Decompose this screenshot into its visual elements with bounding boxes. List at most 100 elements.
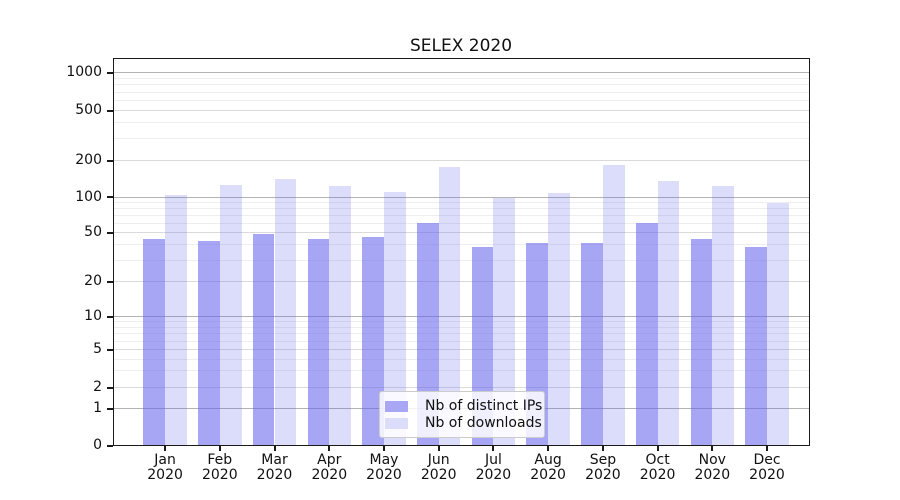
- x-tick-jun: [437, 446, 440, 451]
- gridline-y-600: [114, 100, 809, 102]
- gridline-y-3: [114, 370, 809, 372]
- x-tick-label-oct: Oct 2020: [639, 452, 676, 483]
- y-tick-0: [107, 444, 113, 447]
- gridline-y-500: [114, 110, 809, 112]
- bar-distinct-ips-may: [362, 236, 384, 445]
- bar-downloads-jun: [438, 166, 461, 445]
- gridline-y-7: [114, 333, 809, 335]
- y-tick-label-200: 200: [75, 152, 102, 168]
- legend: Nb of distinct IPs Nb of downloads: [379, 391, 545, 438]
- y-tick-label-5: 5: [93, 341, 102, 358]
- gridline-y-10: [114, 316, 809, 317]
- gridline-y-8: [114, 326, 809, 328]
- bar-downloads-mar: [274, 178, 297, 445]
- y-tick-20: [107, 280, 113, 283]
- bar-distinct-ips-mar: [252, 234, 275, 445]
- gridline-y-2: [114, 387, 809, 389]
- bar-distinct-ips-apr: [307, 238, 330, 445]
- x-tick-label-feb: Feb 2020: [201, 452, 238, 483]
- x-tick-sep: [601, 446, 604, 451]
- x-tick-label-jul: Jul 2020: [475, 452, 512, 483]
- plot-border-right: [809, 58, 810, 446]
- x-tick-label-jun: Jun 2020: [420, 452, 457, 483]
- y-tick-5: [107, 348, 113, 351]
- y-tick-1000: [107, 71, 113, 74]
- gridline-y-4: [114, 358, 809, 360]
- plot-border-left: [113, 58, 114, 446]
- x-tick-label-may: May 2020: [366, 452, 402, 483]
- gridline-y-9: [114, 321, 809, 322]
- gridline-y-80: [114, 208, 809, 210]
- y-tick-100: [107, 196, 113, 199]
- x-tick-label-dec: Dec 2020: [749, 452, 785, 483]
- y-tick-label-500: 500: [75, 102, 102, 119]
- bar-distinct-ips-sep: [581, 242, 603, 445]
- gridline-y-6: [114, 340, 809, 342]
- x-tick-label-apr: Apr 2020: [311, 452, 348, 483]
- y-tick-label-10: 10: [84, 308, 102, 324]
- gridline-y-1000: [114, 72, 809, 73]
- gridline-y-900: [114, 77, 809, 79]
- bar-downloads-sep: [602, 165, 625, 445]
- y-tick-50: [107, 231, 113, 234]
- bar-downloads-dec: [767, 203, 789, 445]
- gridline-y-90: [114, 202, 809, 204]
- x-tick-jan: [164, 446, 167, 451]
- x-tick-nov: [711, 446, 714, 451]
- x-tick-aug: [547, 446, 550, 451]
- x-tick-dec: [766, 446, 768, 451]
- y-tick-label-1000: 1000: [66, 64, 102, 80]
- bar-downloads-may: [384, 191, 406, 445]
- x-tick-jul: [492, 446, 495, 451]
- y-tick-label-0: 0: [93, 437, 102, 453]
- gridline-y-30: [114, 259, 809, 261]
- y-tick-label-50: 50: [84, 224, 102, 240]
- bar-downloads-oct: [657, 180, 680, 445]
- bar-downloads-apr: [329, 186, 352, 445]
- gridline-y-40: [114, 244, 809, 245]
- bar-distinct-ips-oct: [635, 222, 658, 445]
- x-tick-oct: [656, 446, 659, 451]
- bar-downloads-jan: [165, 195, 187, 445]
- bar-downloads-jul: [493, 197, 516, 445]
- legend-label-distinct-ips: Nb of distinct IPs: [425, 398, 543, 414]
- y-tick-500: [107, 109, 113, 112]
- y-tick-10: [107, 315, 113, 318]
- y-tick-label-1: 1: [93, 400, 102, 417]
- legend-swatch-distinct-ips: [385, 400, 408, 412]
- y-tick-1: [107, 407, 113, 410]
- gridline-y-60: [114, 222, 809, 224]
- gridline-y-5: [114, 349, 809, 351]
- legend-swatch-downloads: [385, 417, 408, 429]
- plot-border-top: [113, 58, 810, 59]
- chart-title: SELEX 2020: [409, 36, 513, 56]
- gridline-y-800: [114, 84, 809, 86]
- legend-item-distinct-ips: Nb of distinct IPs: [385, 398, 542, 414]
- x-tick-feb: [218, 446, 221, 451]
- gridline-y-400: [114, 122, 809, 124]
- y-tick-label-100: 100: [75, 188, 102, 205]
- x-tick-mar: [273, 446, 276, 451]
- bar-downloads-feb: [219, 185, 242, 445]
- bar-distinct-ips-dec: [745, 246, 767, 445]
- gridline-y-200: [114, 160, 809, 161]
- gridline-y-100: [114, 196, 809, 198]
- y-tick-label-2: 2: [93, 379, 102, 396]
- y-tick-200: [107, 159, 113, 162]
- bar-downloads-aug: [548, 192, 570, 445]
- x-tick-label-sep: Sep 2020: [585, 452, 621, 483]
- y-tick-label-20: 20: [84, 273, 102, 290]
- legend-label-downloads: Nb of downloads: [425, 415, 542, 431]
- bar-distinct-ips-feb: [198, 241, 220, 445]
- gridline-y-70: [114, 214, 809, 216]
- x-tick-apr: [328, 446, 331, 451]
- gridline-y-700: [114, 91, 809, 93]
- x-tick-label-aug: Aug 2020: [530, 452, 566, 483]
- y-tick-2: [107, 386, 113, 389]
- x-tick-label-nov: Nov 2020: [694, 452, 731, 483]
- bar-downloads-nov: [712, 186, 735, 445]
- x-tick-may: [383, 446, 385, 451]
- x-tick-label-mar: Mar 2020: [256, 452, 293, 483]
- bar-distinct-ips-jan: [143, 238, 166, 445]
